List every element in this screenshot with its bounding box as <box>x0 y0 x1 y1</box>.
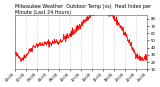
Text: Milwaukee Weather  Outdoor Temp (vs)  Heat Index per Minute (Last 24 Hours): Milwaukee Weather Outdoor Temp (vs) Heat… <box>15 4 151 15</box>
